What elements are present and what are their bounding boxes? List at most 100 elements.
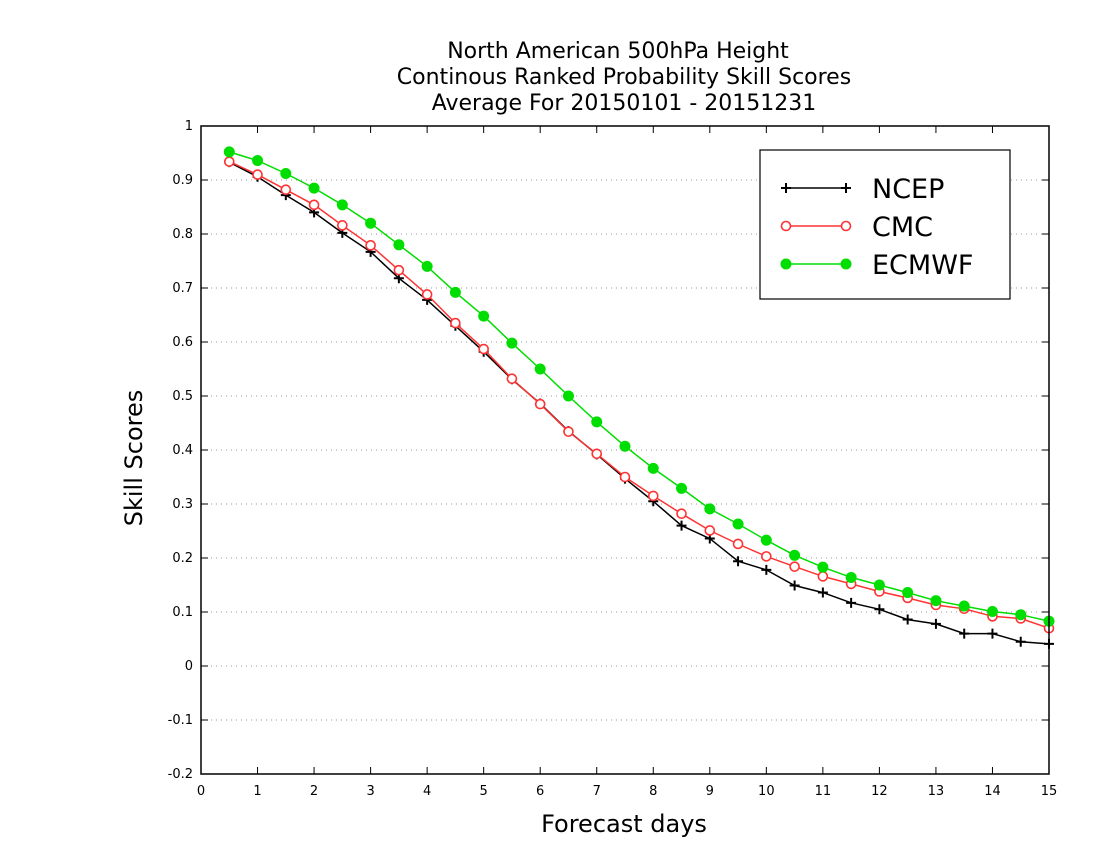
data-point-ecmwf <box>930 595 942 607</box>
x-tick-label: 5 <box>480 784 488 799</box>
data-point-cmc <box>393 264 405 276</box>
data-point-ncep <box>874 604 885 615</box>
data-point-ecmwf <box>789 549 801 561</box>
data-point-ncep <box>930 618 941 629</box>
data-point-ecmwf <box>478 310 490 322</box>
y-tick-label: 0 <box>185 659 193 674</box>
y-tick-label: 0.6 <box>172 335 193 350</box>
legend-marker-ncep <box>841 183 851 193</box>
data-point-ecmwf <box>365 217 377 229</box>
data-point-ecmwf <box>619 440 631 452</box>
plot-area-frame <box>200 125 1050 775</box>
legend: NCEP CMC ECMWF <box>759 149 1011 300</box>
x-tick-label: 11 <box>815 784 832 799</box>
y-tick-label: 0.4 <box>172 443 193 458</box>
chart-title-line-2: Continous Ranked Probability Skill Score… <box>397 65 851 90</box>
data-point-ecmwf <box>421 260 433 272</box>
data-point-ecmwf <box>1015 609 1027 621</box>
y-tick-label: -0.1 <box>168 713 193 728</box>
data-point-ecmwf <box>506 337 518 349</box>
data-point-ncep <box>987 628 998 639</box>
data-point-ecmwf <box>647 462 659 474</box>
data-point-ecmwf <box>308 182 320 194</box>
x-tick-label: 6 <box>536 784 544 799</box>
legend-label-ecmwf: ECMWF <box>872 250 973 281</box>
y-tick-label: 0.2 <box>172 551 193 566</box>
x-tick-label: 13 <box>928 784 945 799</box>
axis-ticks: 10.90.80.70.60.50.40.30.20.10-0.1-0.20 1 2… <box>168 119 1058 799</box>
x-tick-label: 15 <box>1041 784 1058 799</box>
series-lines <box>223 146 1055 649</box>
y-axis-label: Skill Scores <box>120 390 148 527</box>
x-tick-label: 10 <box>758 784 775 799</box>
x-tick-label: 2 <box>310 784 318 799</box>
data-point-cmc <box>619 471 631 483</box>
series-ecmwf <box>223 146 1055 627</box>
data-point-cmc <box>252 169 263 180</box>
chart-title-line-1: North American 500hPa Height <box>447 39 789 64</box>
y-tick-label: 1 <box>185 119 193 134</box>
data-point-ecmwf <box>873 579 885 591</box>
x-tick-label: 1 <box>253 784 261 799</box>
data-point-ecmwf <box>280 168 292 180</box>
legend-marker-ecmwf <box>840 258 852 270</box>
data-point-ncep <box>676 520 687 531</box>
data-point-cmc <box>450 317 461 329</box>
data-point-cmc <box>337 220 348 231</box>
data-point-cmc <box>761 551 772 562</box>
data-point-ecmwf <box>958 600 970 612</box>
data-point-cmc <box>223 156 235 167</box>
data-point-ncep <box>1015 636 1026 647</box>
y-tick-label: 0.8 <box>172 227 193 242</box>
data-point-ecmwf <box>562 390 574 402</box>
x-tick-label: 8 <box>649 784 657 799</box>
y-tick-label: 0.1 <box>172 605 193 620</box>
data-point-ncep <box>817 587 828 598</box>
data-point-cmc <box>591 448 603 460</box>
data-point-ecmwf <box>986 605 998 617</box>
y-tick-label: 0.7 <box>172 281 193 296</box>
x-tick-label: 7 <box>593 784 601 799</box>
data-point-cmc <box>534 398 546 410</box>
legend-marker-ecmwf <box>780 258 792 270</box>
data-point-ecmwf <box>704 503 716 515</box>
data-point-cmc <box>280 184 292 196</box>
legend-marker-ncep <box>781 183 791 193</box>
data-point-cmc <box>365 240 376 251</box>
data-point-ecmwf <box>902 587 914 599</box>
data-point-ncep <box>761 564 772 575</box>
data-point-ecmwf <box>252 155 264 167</box>
data-point-ecmwf <box>732 518 744 530</box>
data-point-ncep <box>733 556 744 567</box>
data-point-ecmwf <box>591 416 603 428</box>
data-point-ecmwf <box>449 286 461 298</box>
x-tick-label: 12 <box>871 784 888 799</box>
y-tick-label: 0.5 <box>172 389 193 404</box>
y-tick-label: 0.9 <box>172 173 193 188</box>
x-tick-label: 0 <box>197 784 205 799</box>
x-tick-label: 3 <box>366 784 374 799</box>
data-point-cmc <box>817 571 829 582</box>
x-axis-label: Forecast days <box>541 810 707 838</box>
data-point-ecmwf <box>845 571 857 583</box>
legend-item-ncep: NCEP <box>781 174 944 205</box>
data-point-cmc <box>478 343 489 355</box>
legend-marker-cmc <box>780 220 792 232</box>
data-point-ecmwf <box>393 239 405 251</box>
legend-label-cmc: CMC <box>872 212 933 243</box>
legend-marker-cmc <box>840 220 852 232</box>
y-tick-label: 0.3 <box>172 497 193 512</box>
x-tick-label: 9 <box>706 784 714 799</box>
data-point-ecmwf <box>336 199 348 211</box>
y-tick-label: -0.2 <box>168 767 193 782</box>
data-point-ecmwf <box>817 561 829 573</box>
data-point-ecmwf <box>676 482 688 494</box>
x-tick-label: 14 <box>984 784 1001 799</box>
data-point-cmc <box>704 525 716 536</box>
data-point-ecmwf <box>223 146 235 158</box>
legend-item-cmc: CMC <box>780 212 933 243</box>
data-point-cmc <box>563 426 574 437</box>
data-point-cmc <box>421 289 433 300</box>
